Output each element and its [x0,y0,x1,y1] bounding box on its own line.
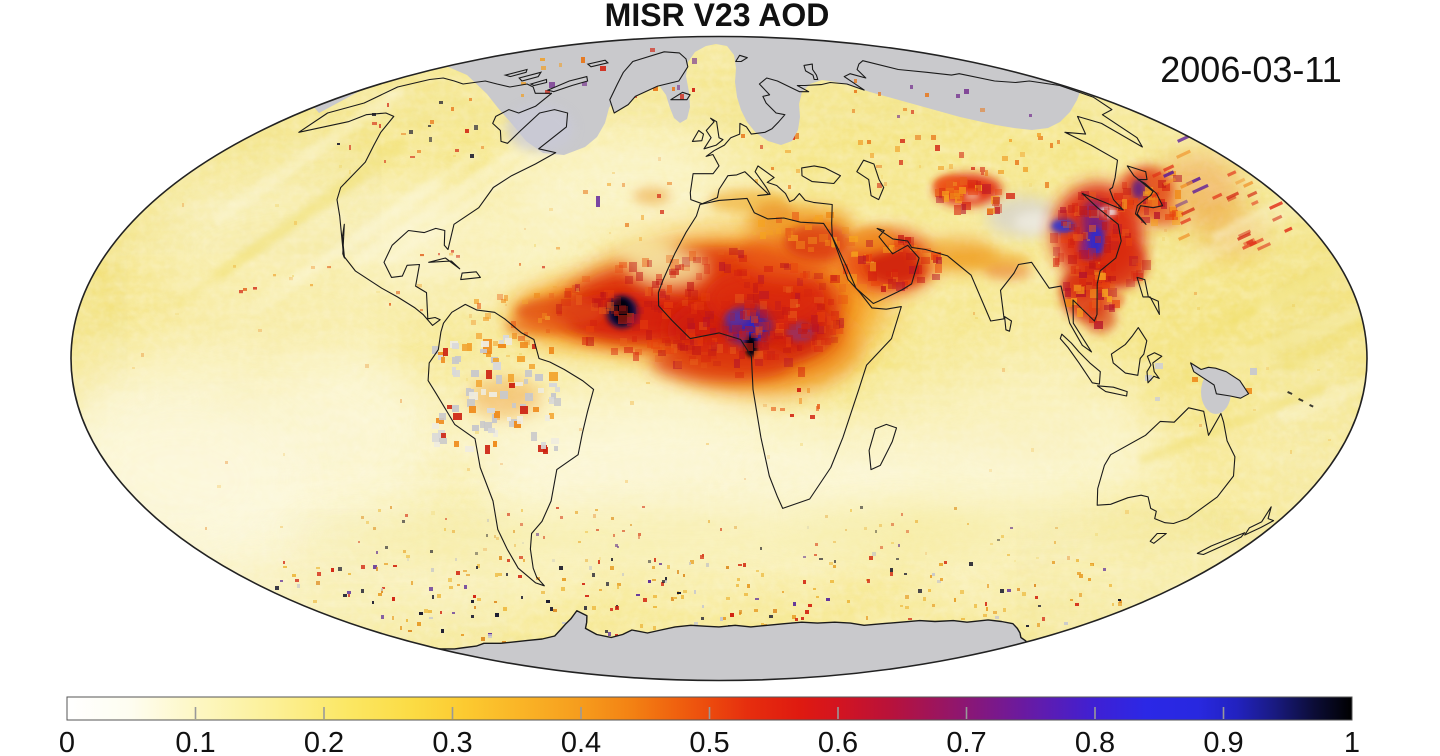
svg-text:2006-03-11: 2006-03-11 [1160,49,1341,90]
svg-text:1: 1 [1344,727,1360,756]
svg-text:0.4: 0.4 [561,727,601,756]
svg-text:0.7: 0.7 [946,727,986,756]
svg-text:0.3: 0.3 [432,727,472,756]
svg-text:0: 0 [59,727,75,756]
svg-text:0.6: 0.6 [818,727,858,756]
svg-text:0.1: 0.1 [175,727,215,756]
svg-text:0.2: 0.2 [304,727,344,756]
svg-text:0.8: 0.8 [1075,727,1115,756]
svg-text:MISR V23 AOD: MISR V23 AOD [605,0,830,33]
svg-text:0.9: 0.9 [1203,727,1243,756]
svg-text:0.5: 0.5 [689,727,729,756]
